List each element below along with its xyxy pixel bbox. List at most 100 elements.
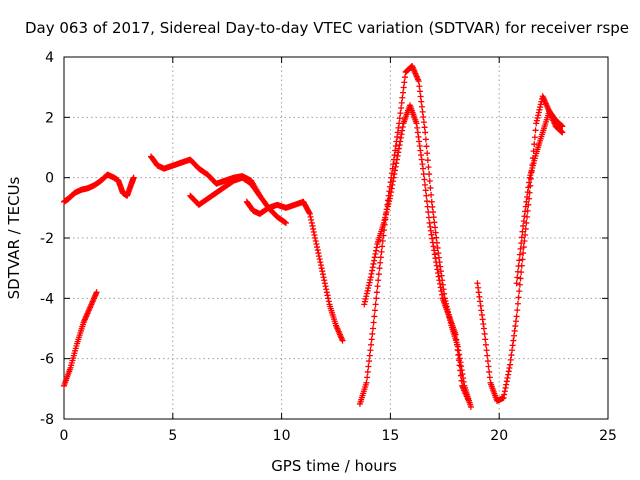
data-point (436, 277, 443, 284)
data-point (516, 251, 523, 258)
data-point (534, 114, 541, 121)
y-axis-label: SDTVAR / TECUs (5, 176, 23, 299)
data-point (514, 300, 521, 307)
data-point (522, 225, 529, 232)
data-point (396, 115, 403, 122)
data-point (425, 164, 432, 171)
data-point (507, 361, 514, 368)
data-point (310, 225, 317, 232)
data-point (375, 271, 382, 278)
data-point (368, 270, 375, 277)
data-point (516, 281, 523, 288)
axis-ticks: 0 5 10 15 20 25 -8 -6 -4 -2 0 2 4 (40, 50, 617, 444)
data-point (363, 290, 370, 297)
data-point (368, 341, 375, 348)
data-point (429, 235, 436, 242)
data-point (361, 298, 368, 305)
data-point (455, 357, 462, 364)
data-point (418, 103, 425, 110)
data-point (512, 323, 519, 330)
data-point (373, 247, 380, 254)
data-point (535, 109, 542, 116)
series-seg-b (61, 289, 100, 389)
data-point (524, 189, 531, 196)
data-point (415, 78, 422, 85)
data-point (535, 112, 542, 119)
data-point (520, 218, 527, 225)
data-point (390, 174, 397, 181)
data-point (393, 160, 400, 167)
data-point (513, 280, 520, 287)
data-point (312, 235, 319, 241)
data-point (383, 209, 390, 216)
data-point (372, 301, 379, 308)
data-point (427, 227, 434, 234)
data-point (426, 177, 433, 184)
data-point (395, 124, 402, 131)
data-point (365, 282, 372, 289)
data-point (485, 363, 492, 370)
data-point (423, 198, 430, 205)
data-point (398, 99, 405, 106)
data-point (516, 257, 523, 264)
data-point (475, 289, 482, 296)
data-point (524, 193, 531, 200)
data-point (390, 178, 397, 185)
data-point (373, 295, 380, 302)
data-point (438, 272, 445, 279)
data-point (325, 295, 332, 302)
series-seg-d (187, 174, 289, 226)
data-point (531, 141, 538, 148)
data-point (520, 244, 527, 251)
data-point (314, 247, 321, 254)
data-point (532, 127, 539, 134)
data-point (414, 129, 421, 136)
data-point (453, 341, 460, 348)
data-point (425, 214, 432, 221)
data-point (311, 231, 318, 238)
x-tick-label: 25 (599, 428, 617, 444)
data-point (367, 347, 374, 354)
x-tick-label: 10 (273, 428, 291, 444)
data-point (370, 260, 377, 267)
data-point (481, 330, 488, 337)
data-point (424, 203, 431, 210)
data-point (503, 381, 510, 388)
data-point (420, 114, 427, 121)
data-point (424, 157, 431, 164)
data-point (367, 276, 374, 283)
data-point (395, 149, 402, 156)
data-point (474, 280, 481, 287)
data-point (386, 198, 393, 205)
data-point (379, 238, 386, 245)
data-point (394, 129, 401, 136)
data-point (517, 245, 524, 252)
data-point (435, 269, 442, 276)
data-point (522, 208, 529, 215)
data-point (364, 368, 371, 375)
data-point (371, 307, 378, 314)
data-point (364, 287, 371, 294)
data-point (506, 365, 513, 372)
data-point (418, 98, 425, 105)
data-point (371, 313, 378, 320)
data-point (479, 311, 486, 318)
data-point (422, 187, 429, 194)
series-seg-c (148, 153, 263, 199)
data-point (416, 88, 423, 95)
data-point (362, 295, 369, 302)
data-point (452, 331, 459, 338)
data-point (433, 234, 440, 241)
data-point (437, 280, 444, 287)
data-point (307, 213, 314, 220)
data-point (435, 273, 442, 280)
data-point (456, 362, 463, 369)
data-point (510, 332, 517, 339)
data-point (482, 341, 489, 348)
data-point (93, 289, 100, 296)
data-point (365, 285, 372, 292)
x-tick-label: 5 (168, 428, 177, 444)
data-point (369, 330, 376, 337)
data-point (525, 184, 532, 191)
data-point (317, 259, 324, 266)
